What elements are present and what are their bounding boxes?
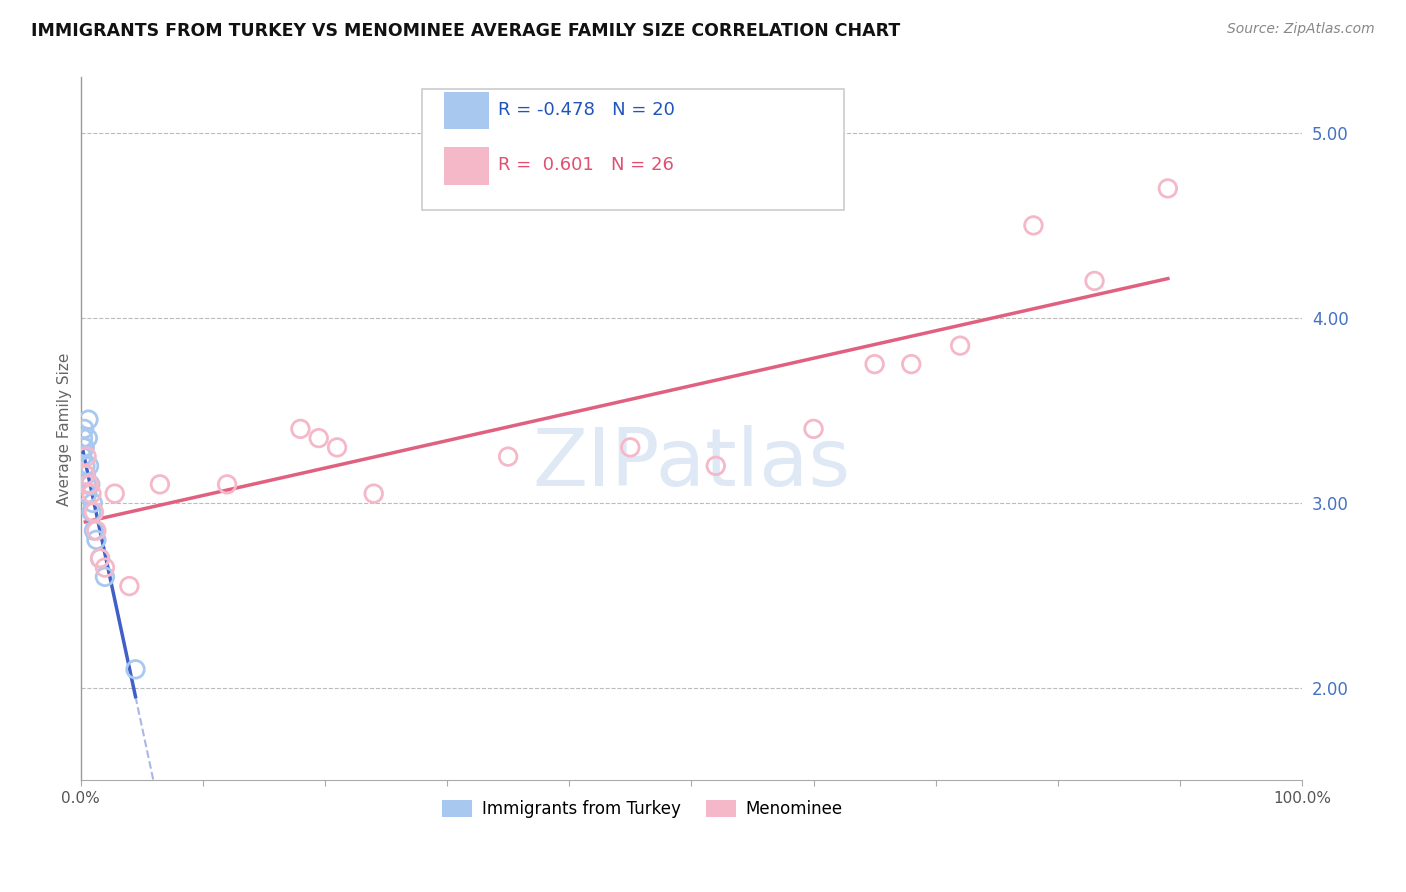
Point: [94, 570, 117, 584]
Point: [76, 486, 98, 500]
Point: [104, 486, 127, 500]
Point: [704, 458, 727, 473]
Point: [80, 505, 103, 519]
Point: [83, 505, 105, 519]
Point: [89, 551, 111, 566]
Point: [77, 477, 100, 491]
Point: [149, 477, 172, 491]
Text: Source: ZipAtlas.com: Source: ZipAtlas.com: [1227, 22, 1375, 37]
Point: [86, 524, 108, 538]
Y-axis label: Average Family Size: Average Family Size: [58, 352, 72, 506]
Point: [80, 486, 103, 500]
Point: [124, 662, 146, 676]
Point: [76, 477, 98, 491]
Legend: Immigrants from Turkey, Menominee: Immigrants from Turkey, Menominee: [436, 793, 849, 825]
Point: [86, 533, 108, 547]
Point: [363, 486, 385, 500]
Point: [496, 450, 519, 464]
Point: [217, 477, 239, 491]
Point: [82, 496, 104, 510]
Point: [94, 560, 117, 574]
Text: IMMIGRANTS FROM TURKEY VS MENOMINEE AVERAGE FAMILY SIZE CORRELATION CHART: IMMIGRANTS FROM TURKEY VS MENOMINEE AVER…: [31, 22, 900, 40]
Point: [76, 450, 98, 464]
Point: [118, 579, 141, 593]
Point: [75, 458, 97, 473]
Point: [75, 468, 97, 483]
Point: [79, 477, 101, 491]
Point: [77, 458, 100, 473]
Point: [326, 441, 349, 455]
Point: [900, 357, 922, 371]
Text: ZIPatlas: ZIPatlas: [533, 425, 851, 503]
Point: [72, 450, 94, 464]
Point: [73, 441, 96, 455]
Point: [89, 551, 111, 566]
Point: [1157, 181, 1180, 195]
Text: R = -0.478   N = 20: R = -0.478 N = 20: [498, 101, 675, 119]
Point: [73, 422, 96, 436]
Point: [77, 412, 100, 426]
Point: [72, 441, 94, 455]
Point: [803, 422, 825, 436]
Point: [1083, 274, 1105, 288]
Point: [72, 431, 94, 445]
Point: [75, 468, 97, 483]
Point: [949, 338, 972, 352]
Point: [290, 422, 312, 436]
Point: [308, 431, 330, 445]
Text: R =  0.601   N = 26: R = 0.601 N = 26: [498, 156, 673, 174]
Point: [83, 524, 105, 538]
Point: [76, 431, 98, 445]
Point: [619, 441, 641, 455]
Point: [863, 357, 886, 371]
Point: [1022, 219, 1045, 233]
